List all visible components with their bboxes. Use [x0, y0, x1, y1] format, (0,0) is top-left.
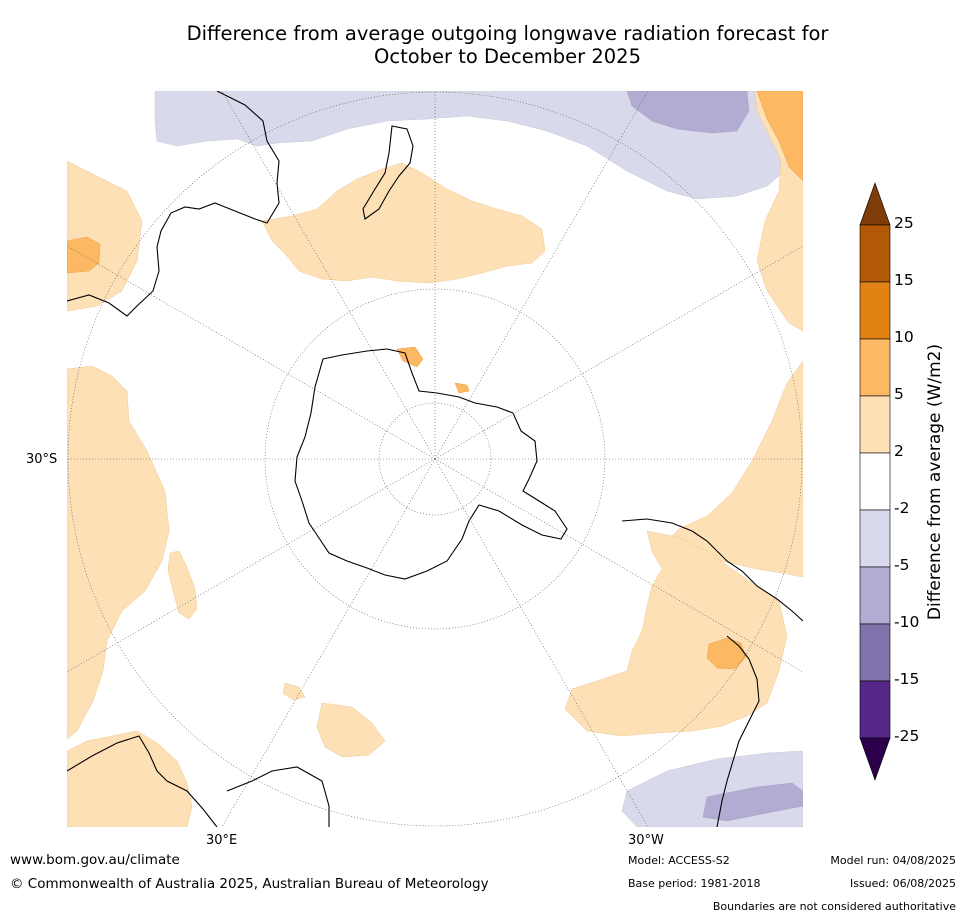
anomaly-bottom-mid-purple — [702, 782, 803, 822]
negative-anomaly-areas — [154, 91, 803, 827]
anomaly-small-1 — [282, 682, 306, 701]
footer-website[interactable]: www.bom.gov.au/climate — [10, 852, 180, 868]
anomaly-small-2 — [454, 382, 470, 394]
meridian — [221, 458, 436, 827]
lon-label-30w: 30°W — [628, 833, 664, 848]
anomaly-left-island — [167, 550, 198, 620]
colorbar-extend-low — [859, 737, 891, 781]
anomaly-left-top — [67, 160, 143, 312]
lat-circle-60 — [264, 288, 606, 630]
anomaly-near-antarctica — [396, 346, 424, 368]
meridian — [67, 458, 436, 673]
colorbar-segment — [859, 281, 891, 340]
footer-disclaimer: Boundaries are not considered authoritat… — [712, 900, 956, 913]
meridian — [434, 245, 803, 460]
colorbar-segment — [859, 395, 891, 454]
meridian — [67, 245, 436, 460]
africa-coast — [67, 735, 218, 827]
colorbar-tick-label: 2 — [894, 442, 904, 460]
anomaly-right-band — [666, 360, 803, 578]
footer-issued: Issued: 06/08/2025 — [849, 877, 956, 890]
colorbar-extend-high — [859, 182, 891, 226]
positive-anomaly-areas — [67, 91, 803, 827]
colorbar-segment — [859, 509, 891, 568]
colorbar-tick-label: -2 — [894, 499, 910, 517]
meridian — [221, 91, 436, 460]
colorbar-tick-label: -5 — [894, 556, 910, 574]
chart-title: Difference from average outgoing longwav… — [0, 22, 965, 68]
anomaly-top-mid-purple — [626, 91, 750, 134]
southeast-asia-coast — [226, 766, 330, 827]
graticule — [67, 91, 803, 827]
anomaly-top-light-purple — [154, 91, 803, 200]
anomaly-top-right-strong — [756, 91, 803, 182]
colorbar-tick-label: -10 — [894, 613, 920, 631]
colorbar-segment — [859, 680, 891, 739]
colorbar-tick-label: 10 — [894, 328, 914, 346]
meridian — [434, 458, 803, 673]
title-line-2: October to December 2025 — [374, 45, 641, 68]
colorbar-tick-label: -25 — [894, 727, 920, 745]
polar-map — [67, 91, 803, 827]
lat-label-30s: 30°S — [26, 452, 58, 467]
australia-coast — [67, 91, 280, 317]
footer-copyright: © Commonwealth of Australia 2025, Austra… — [10, 876, 489, 892]
anomaly-left-top-strong — [67, 236, 101, 274]
colorbar-segment — [859, 338, 891, 397]
anomaly-africa — [67, 730, 193, 827]
footer-model-run: Model run: 04/08/2025 — [830, 854, 956, 867]
anomaly-new-zealand-band — [261, 162, 546, 284]
lat-circle-75 — [378, 402, 492, 516]
colorbar-tick-label: 15 — [894, 271, 914, 289]
south-america-coast — [621, 518, 803, 827]
anomaly-south-america-strong — [706, 637, 747, 670]
meridian — [434, 458, 649, 827]
footer-base-period: Base period: 1981-2018 — [628, 877, 761, 890]
colorbar-segment — [859, 566, 891, 625]
lon-label-30e: 30°E — [206, 833, 238, 848]
colorbar-segment — [859, 224, 891, 283]
colorbar — [859, 182, 891, 781]
colorbar-segment — [859, 623, 891, 682]
new-zealand-coast — [362, 125, 414, 220]
colorbar-segment — [859, 452, 891, 511]
footer-model: Model: ACCESS-S2 — [628, 854, 730, 867]
colorbar-title: Difference from average (W/m2) — [925, 343, 945, 621]
anomaly-south-indian — [316, 702, 386, 758]
coastlines — [67, 91, 803, 827]
colorbar-tick-label: 25 — [894, 214, 914, 232]
meridian — [434, 91, 649, 460]
title-line-1: Difference from average outgoing longwav… — [186, 22, 829, 45]
colorbar-tick-label: 5 — [894, 385, 904, 403]
antarctica-coast — [294, 348, 568, 580]
colorbar-tick-label: -15 — [894, 670, 920, 688]
